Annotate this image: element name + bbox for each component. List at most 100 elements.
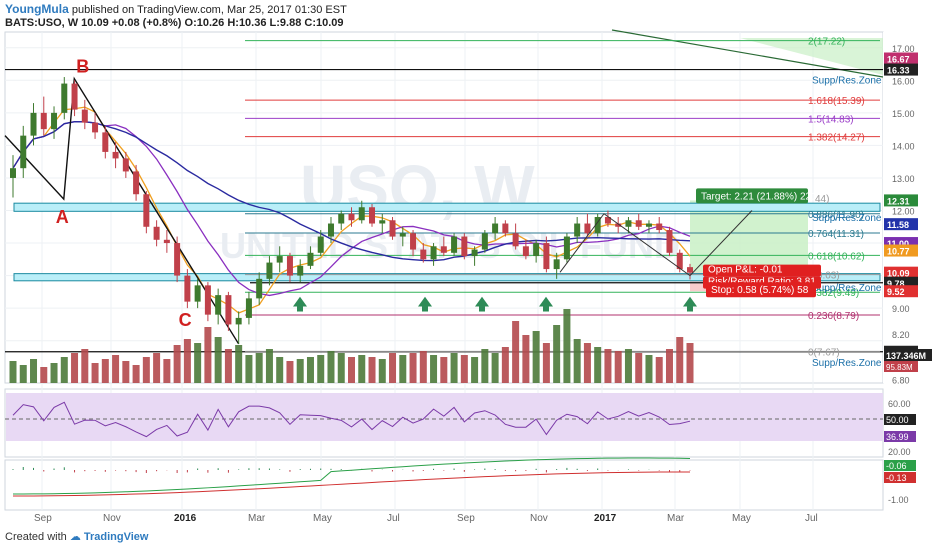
fib-label: 2(17.22) <box>808 37 845 48</box>
candle-body <box>645 223 652 227</box>
supp-res-band <box>13 273 881 282</box>
rsi-mid-badge <box>884 414 916 425</box>
volume-bar <box>317 355 325 383</box>
candle-body <box>451 236 458 253</box>
time-tick-label: Nov <box>103 513 121 524</box>
price-tick-label: 6.80 <box>892 376 910 386</box>
candle-body <box>399 233 406 237</box>
candle-body <box>410 233 417 250</box>
volume-bar <box>676 337 684 383</box>
open-pl-label-text: Open P&L: -0.01 <box>708 265 783 276</box>
candle-body <box>615 223 622 227</box>
volume-bar <box>645 355 653 383</box>
fib-label: 1.618(15.39) <box>808 96 865 107</box>
volume-bar <box>224 349 232 383</box>
volume-bar <box>153 353 161 383</box>
volume-bar <box>655 357 663 383</box>
candle-body <box>687 267 693 273</box>
volume-bar <box>286 361 294 383</box>
price-tick-label: 16.00 <box>892 76 915 86</box>
volume-bar <box>594 347 602 383</box>
candle-body <box>102 132 109 152</box>
price-axis <box>883 32 932 383</box>
volume-bar <box>132 365 140 383</box>
candle-body <box>676 252 683 270</box>
volume-bar <box>19 365 27 383</box>
candle-body <box>327 223 334 237</box>
candle-body <box>625 220 632 227</box>
rsi-tick-lower: 20.00 <box>888 447 911 457</box>
fib-label: (10.03) <box>808 271 840 282</box>
fib-label: 0.886(11.90) <box>808 210 864 221</box>
candle-body <box>286 256 293 276</box>
price-badge-text: 12.31 <box>887 196 910 206</box>
candle-body <box>533 243 540 257</box>
time-tick-label: Jul <box>387 513 400 524</box>
candle-body <box>163 239 170 244</box>
candle-body <box>656 223 663 231</box>
up-arrow-icon <box>543 306 549 312</box>
up-arrow-icon <box>422 306 428 312</box>
volume-badge <box>884 349 932 361</box>
candle-body <box>502 223 509 234</box>
candle-body <box>153 226 160 240</box>
candle-body <box>635 220 642 227</box>
candle-body <box>338 213 345 224</box>
time-tick-label: 2017 <box>594 513 617 524</box>
author-link[interactable]: YoungMula <box>5 2 69 16</box>
volume-bar <box>471 357 479 383</box>
price-badge <box>884 194 918 207</box>
target-label <box>696 188 808 204</box>
candle-body <box>81 109 88 123</box>
volume-bar <box>327 351 335 383</box>
candle-body <box>666 230 673 253</box>
price-tick-label: 17.00 <box>892 44 915 54</box>
volume-bar <box>276 357 284 383</box>
volume-bar <box>542 343 550 383</box>
time-tick-label: 2016 <box>174 513 197 524</box>
pattern-label-c: C <box>179 310 192 330</box>
candle-body <box>215 295 222 315</box>
volume-bar <box>573 339 581 383</box>
price-badge-text: 9.78 <box>887 279 905 289</box>
tradingview-brand[interactable]: TradingView <box>83 531 149 543</box>
candle-body <box>10 168 16 178</box>
volume-bar <box>255 353 263 383</box>
open-pl-label <box>703 264 821 277</box>
candle-body <box>522 246 529 257</box>
candle-body <box>133 171 140 195</box>
time-tick-label: Sep <box>457 513 475 524</box>
price-badge-text: 10.77 <box>887 247 910 257</box>
candle-body <box>358 207 365 221</box>
volume-bar <box>194 343 202 383</box>
volume-bar <box>368 357 376 383</box>
up-arrow-icon <box>418 296 432 307</box>
volume-bar <box>214 337 222 383</box>
price-badge-text: 16.33 <box>887 66 910 76</box>
up-arrow-icon <box>539 296 553 307</box>
tradingview-logo-icon: ☁ <box>69 531 81 543</box>
candle-body <box>584 223 591 234</box>
abc-pattern-line <box>4 76 240 345</box>
price-badge <box>884 244 918 257</box>
candle-body <box>256 278 263 299</box>
volume-bar <box>522 335 530 383</box>
candle-body <box>604 217 611 224</box>
up-arrow-icon <box>687 306 693 312</box>
price-tick-label: 13.00 <box>892 174 915 184</box>
fib-label: 0.236(8.79) <box>808 311 859 322</box>
volume-bar <box>71 353 79 383</box>
volume-bar <box>91 363 99 383</box>
volume-bar <box>491 353 499 383</box>
watermark-symbol: USO, W <box>300 152 535 224</box>
fib-label: 0.382(9.49) <box>808 288 859 299</box>
candle-body <box>307 252 314 266</box>
candle-body <box>143 194 150 227</box>
candle-body <box>51 112 58 130</box>
macd-value-badge <box>884 460 916 471</box>
time-tick-label: Mar <box>667 513 685 524</box>
volume-bar <box>173 345 181 383</box>
volume-bar <box>235 345 243 383</box>
